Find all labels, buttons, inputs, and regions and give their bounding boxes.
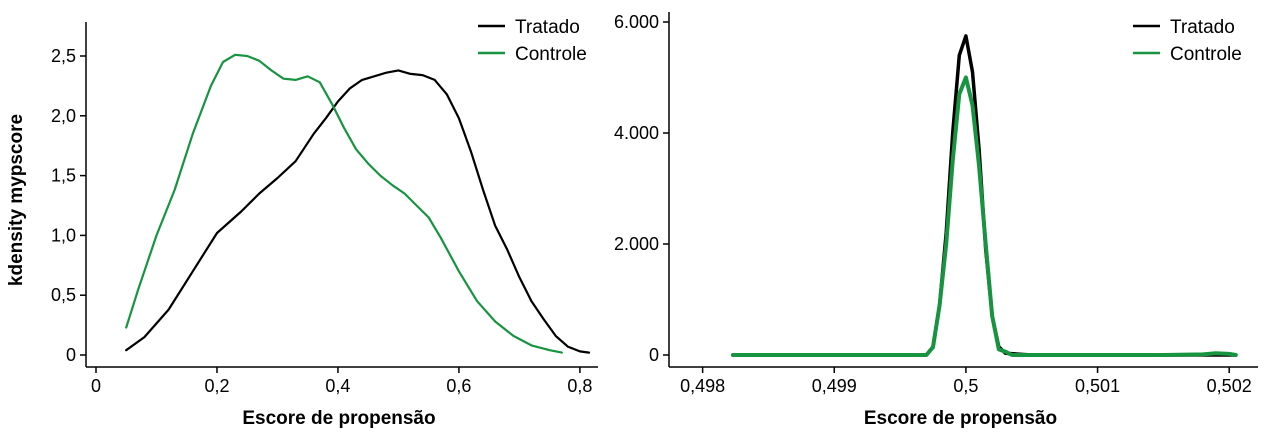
series-line-controle: [125, 53, 563, 354]
y-tick-label: 2.000: [614, 234, 659, 254]
x-tick-label: 0,499: [812, 376, 857, 396]
x-tick-label: 0,8: [567, 376, 592, 396]
y-tick-label: 1,0: [51, 225, 76, 245]
x-tick-label: 0,6: [446, 376, 471, 396]
x-axis-title: Escore de propensão: [242, 408, 435, 429]
x-tick-label: 0,501: [1075, 376, 1120, 396]
x-tick-label: 0,2: [204, 376, 229, 396]
y-tick-label: 0: [649, 345, 659, 365]
legend-label-tratado: Tratado: [1170, 17, 1235, 38]
chart-panel-2: 0,498 0,499 0,5 0,501 0,502 0 2.000 4.000 6.000 E…: [614, 12, 1258, 429]
x-tick-label: 0,502: [1207, 376, 1252, 396]
legend-label-tratado: Tratado: [515, 17, 580, 38]
series-line-tratado: [125, 69, 591, 354]
x-axis-title: Escore de propensão: [864, 408, 1057, 429]
series-line-tratado: [731, 34, 1238, 357]
y-tick-label: 6.000: [614, 12, 659, 32]
y-axis-title: kdensity mypscore: [6, 114, 27, 286]
x-tick-label: 0,498: [680, 376, 725, 396]
y-tick-label: 0,5: [51, 285, 76, 305]
y-tick-label: 2,5: [51, 46, 76, 66]
y-tick-label: 2,0: [51, 106, 76, 126]
chart-panel-1: 0 0,2 0,4 0,6 0,8 0 0,5 1,0 1,5 2,0 2,5 Escore de p…: [6, 17, 598, 429]
x-tick-label: 0: [91, 376, 101, 396]
legend-label-controle: Controle: [515, 44, 587, 65]
y-tick-label: 1,5: [51, 166, 76, 186]
legend-label-controle: Controle: [1170, 44, 1242, 65]
x-tick-label: 0,4: [325, 376, 350, 396]
series-line-controle: [730, 75, 1238, 357]
y-tick-label: 4.000: [614, 123, 659, 143]
y-tick-label: 0: [66, 345, 76, 365]
x-tick-label: 0,5: [953, 376, 978, 396]
